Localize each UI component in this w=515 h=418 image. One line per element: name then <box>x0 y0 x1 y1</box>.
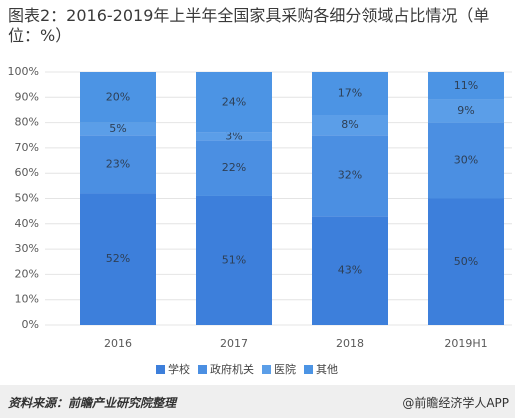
legend-item-hospital: 医院 <box>262 361 296 377</box>
y-tick-label-10: 10% <box>15 293 39 306</box>
y-tick-label-70: 70% <box>15 141 39 154</box>
legend: 学校 政府机关 医院 其他 <box>156 361 346 377</box>
bar-segment-2019H1-government <box>428 122 504 199</box>
y-tick-label-0: 0% <box>22 318 39 331</box>
bar-segment-2018-other <box>312 72 388 116</box>
y-tick-label-50: 50% <box>15 192 39 205</box>
y-tick-label-90: 90% <box>15 90 39 103</box>
bar-segment-2016-other <box>80 72 156 123</box>
bar-segment-2017-government <box>196 140 272 196</box>
data-label-2019H1-other: 11% <box>454 79 478 92</box>
footer: 资料来源：前瞻产业研究院整理 @前瞻经济学人APP <box>0 385 515 418</box>
source-note: 资料来源：前瞻产业研究院整理 <box>8 396 177 410</box>
bar-segment-2017-hospital <box>196 132 272 141</box>
legend-label-government: 政府机关 <box>210 363 254 376</box>
bar-segment-2018-hospital <box>312 115 388 136</box>
bar-segment-2018-school <box>312 216 388 325</box>
data-label-2016-government: 23% <box>106 157 130 170</box>
data-label-2019H1-government: 30% <box>454 154 478 167</box>
y-tick-label-60: 60% <box>15 166 39 179</box>
legend-swatch-other <box>304 364 313 374</box>
y-tick-label-30: 30% <box>15 242 39 255</box>
bar-segment-2019H1-other <box>428 72 504 100</box>
legend-swatch-hospital <box>262 364 271 374</box>
legend-item-government: 政府机关 <box>198 361 254 377</box>
bar-segment-2016-government <box>80 135 156 194</box>
data-label-2016-hospital: 5% <box>109 122 126 135</box>
data-label-2017-other: 24% <box>222 95 246 108</box>
data-label-2016-school: 52% <box>106 252 130 265</box>
data-label-2018-school: 43% <box>338 264 362 277</box>
data-label-2019H1-school: 50% <box>454 255 478 268</box>
legend-swatch-government <box>198 364 207 374</box>
data-label-2018-other: 17% <box>338 87 362 100</box>
bar-segment-2019H1-hospital <box>428 99 504 123</box>
y-tick-label-40: 40% <box>15 217 39 230</box>
y-tick-label-80: 80% <box>15 116 39 129</box>
x-tick-label-2019H1: 2019H1 <box>444 337 487 350</box>
x-tick-label-2018: 2018 <box>336 337 364 350</box>
chart-title: 图表2：2016-2019年上半年全国家具采购各细分领域占比情况（单位：%） <box>8 6 490 45</box>
bar-segment-2018-government <box>312 135 388 217</box>
bar-segment-2019H1-school <box>428 198 504 325</box>
y-tick-label-20: 20% <box>15 267 39 280</box>
y-tick-label-100: 100% <box>8 65 39 78</box>
bar-segment-2016-hospital <box>80 122 156 136</box>
data-label-2016-other: 20% <box>106 90 130 103</box>
legend-label-hospital: 医院 <box>274 363 296 376</box>
legend-swatch-school <box>156 364 165 374</box>
data-label-2017-government: 22% <box>222 161 246 174</box>
bar-segment-2016-school <box>80 193 156 325</box>
bar-segment-2017-school <box>196 195 272 325</box>
data-label-2018-hospital: 8% <box>341 118 358 131</box>
legend-item-school: 学校 <box>156 361 190 377</box>
legend-label-other: 其他 <box>316 363 338 376</box>
x-tick-label-2016: 2016 <box>104 337 132 350</box>
legend-label-school: 学校 <box>168 363 190 376</box>
brand-label: @前瞻经济学人APP <box>402 396 509 410</box>
bar-segment-2017-other <box>196 72 272 133</box>
legend-item-other: 其他 <box>304 361 338 377</box>
data-label-2019H1-hospital: 9% <box>457 104 474 117</box>
data-label-2017-hospital: 3% <box>225 130 242 143</box>
data-label-2017-school: 51% <box>222 253 246 266</box>
data-label-2018-government: 32% <box>338 169 362 182</box>
x-tick-label-2017: 2017 <box>220 337 248 350</box>
